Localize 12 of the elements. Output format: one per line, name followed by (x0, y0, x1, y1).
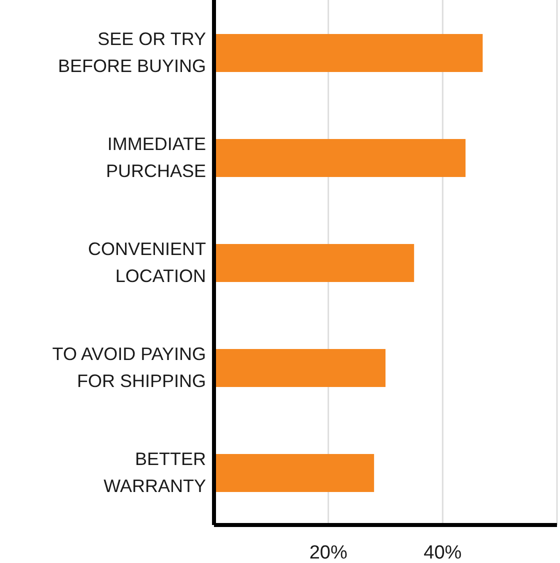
bar (214, 139, 466, 177)
bar (214, 34, 483, 72)
x-tick-label: 40% (424, 542, 462, 563)
y-tick-label: SEE OR TRY BEFORE BUYING (58, 29, 206, 76)
y-tick-label: IMMEDIATE PURCHASE (106, 134, 206, 181)
x-tick-label: 20% (309, 542, 348, 563)
bar (214, 244, 414, 282)
bar (214, 454, 374, 492)
bar (214, 349, 386, 387)
y-tick-label: CONVENIENT LOCATION (88, 239, 206, 286)
y-tick-label: TO AVOID PAYING FOR SHIPPING (52, 344, 206, 391)
y-tick-label: BETTER WARRANTY (104, 449, 206, 496)
